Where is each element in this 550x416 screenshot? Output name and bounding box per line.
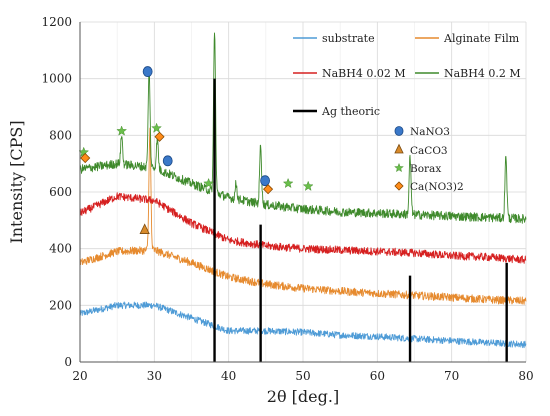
ca-no3-2-marker <box>80 152 91 164</box>
y-tick-label: 1200 <box>41 15 72 29</box>
y-tick-label: 200 <box>49 298 72 312</box>
x-tick-label: 50 <box>295 369 310 383</box>
ca-no3-2-marker <box>154 131 165 142</box>
x-tick-labels: 20 30 40 50 60 70 80 <box>72 369 533 383</box>
borax-marker <box>151 122 162 133</box>
y-axis-title: Intensity [CPS] <box>7 120 26 243</box>
ca-no3-2-marker <box>262 184 274 195</box>
series-line <box>79 301 527 349</box>
nano3-marker <box>260 175 270 187</box>
borax-marker <box>302 180 314 191</box>
y-tick-label: 1000 <box>41 72 72 86</box>
marker-legend-symbol <box>394 181 404 191</box>
y-tick-label: 800 <box>49 128 72 142</box>
phase-markers-layer <box>78 66 314 234</box>
marker-legend: NaNO3 CaCO3 Borax Ca(NO3)2 <box>394 126 464 193</box>
x-tick-label: 70 <box>444 369 459 383</box>
legend: substrate Alginate Film NaBH4 0.02 M NaBH4 … <box>293 32 521 118</box>
legend-label: NaBH4 0.02 M <box>322 67 406 80</box>
x-axis-title: 2θ [deg.] <box>267 387 339 406</box>
borax-marker <box>116 125 128 136</box>
series-line <box>79 127 527 305</box>
y-tick-labels: 0 200 400 600 800 1000 1200 <box>41 15 72 369</box>
marker-legend-label: Borax <box>410 163 441 175</box>
y-tick-label: 0 <box>64 355 72 369</box>
legend-label: Alginate Film <box>443 32 520 45</box>
marker-legend-symbol <box>394 143 404 154</box>
x-tick-label: 30 <box>147 369 162 383</box>
x-tick-label: 20 <box>72 369 87 383</box>
marker-legend-symbol <box>394 126 404 136</box>
marker-legend-label: Ca(NO3)2 <box>410 181 464 193</box>
caco3-marker <box>139 223 150 234</box>
legend-label: NaBH4 0.2 M <box>444 67 521 80</box>
reference-lines-layer <box>213 78 508 362</box>
nano3-marker <box>142 66 153 77</box>
x-tick-label: 60 <box>370 369 385 383</box>
x-tick-label: 40 <box>221 369 236 383</box>
y-tick-label: 400 <box>49 242 72 256</box>
nano3-marker <box>162 155 173 167</box>
series-layer <box>79 32 527 349</box>
series-line <box>79 192 527 264</box>
borax-marker <box>203 177 215 189</box>
marker-legend-symbol <box>394 162 404 173</box>
axes <box>79 22 526 363</box>
y-tick-label: 600 <box>49 185 72 199</box>
x-tick-label: 80 <box>518 369 533 383</box>
legend-label: Ag theoric <box>321 105 380 118</box>
series-line <box>79 32 527 224</box>
borax-marker <box>282 177 294 189</box>
marker-legend-label: NaNO3 <box>410 126 450 138</box>
marker-legend-label: CaCO3 <box>410 145 448 157</box>
legend-label: substrate <box>322 32 375 45</box>
